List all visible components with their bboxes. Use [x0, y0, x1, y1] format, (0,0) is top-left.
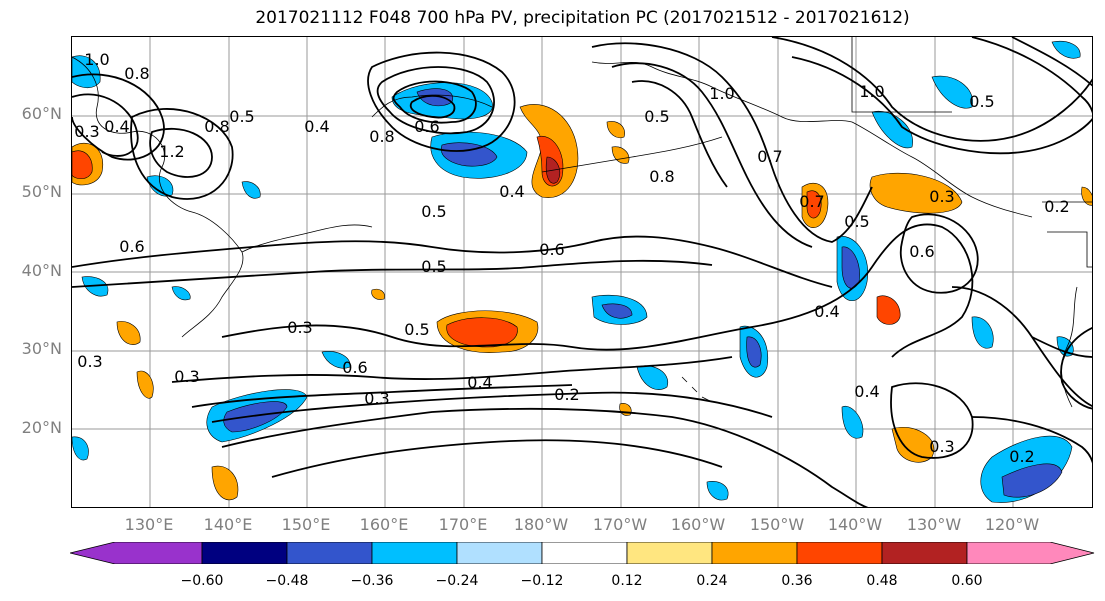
colorbar-swatch: [286, 541, 373, 565]
lon-label: 160°E: [359, 515, 409, 534]
contour-label: 1.0: [859, 82, 884, 101]
lon-label: 170°W: [592, 515, 648, 534]
contour-label: 0.8: [649, 167, 674, 186]
contour-label: 0.6: [342, 358, 367, 377]
lon-label: 170°E: [438, 515, 488, 534]
lon-label: 180°W: [513, 515, 569, 534]
lon-label: 120°W: [984, 515, 1040, 534]
lon-label: 150°W: [749, 515, 805, 534]
contour-label: 0.3: [929, 437, 954, 456]
lon-label: 160°W: [670, 515, 726, 534]
contour-label: 0.3: [364, 389, 389, 408]
lon-label: 130°W: [906, 515, 962, 534]
contour-label: 0.5: [644, 107, 669, 126]
contour-label: 0.7: [757, 147, 782, 166]
contour-label: 0.3: [929, 187, 954, 206]
contour-label: 0.5: [844, 212, 869, 231]
contour-label: 0.4: [814, 302, 839, 321]
lat-label: 50°N: [21, 182, 62, 201]
contour-label: 0.7: [799, 192, 824, 211]
contour-label: 0.6: [119, 237, 144, 256]
contour-label: 0.8: [124, 64, 149, 83]
lat-label: 60°N: [21, 104, 62, 123]
contour-label: 0.8: [369, 127, 394, 146]
coastlines: [72, 37, 1092, 408]
contour-label: 0.5: [421, 257, 446, 276]
contour-label: 0.6: [909, 242, 934, 261]
colorbar-tick-label: 0.36: [781, 573, 813, 589]
contour-label: 0.4: [499, 182, 524, 201]
colorbar-tick-label: −0.60: [180, 573, 224, 589]
contour-label: 0.4: [854, 382, 879, 401]
contour-label: 1.0: [709, 84, 734, 103]
contour-label: 0.3: [77, 352, 102, 371]
contour-label: 0.2: [1044, 197, 1069, 216]
map-canvas: 1.0 0.8 0.3 0.4 1.2 0.8 0.5 0.4 0.8 0.6 …: [72, 37, 1092, 507]
contour-label: 0.6: [414, 117, 439, 136]
colorbar: [69, 541, 1096, 568]
contour-label: 0.5: [421, 202, 446, 221]
contour-label: 0.2: [554, 385, 579, 404]
lon-label: 150°E: [281, 515, 331, 534]
lat-label: 20°N: [21, 418, 62, 437]
colorbar-swatch: [796, 541, 883, 565]
lat-label: 40°N: [21, 261, 62, 280]
contour-label: 0.3: [74, 122, 99, 141]
map-title: 2017021112 F048 700 hPa PV, precipitatio…: [255, 8, 910, 28]
colorbar-swatch: [966, 541, 1095, 565]
colorbar-tick-label: 0.24: [696, 573, 728, 589]
contour-label: 0.2: [1009, 447, 1034, 466]
contour-label: 0.8: [204, 117, 229, 136]
contour-label: 0.4: [104, 117, 129, 136]
colorbar-swatch: [456, 541, 543, 565]
colorbar-swatch: [69, 541, 203, 565]
colorbar-tick-label: 0.60: [951, 573, 983, 589]
contour-label: 0.3: [287, 318, 312, 337]
contour-label: 0.5: [229, 107, 254, 126]
contour-label: 0.4: [304, 117, 329, 136]
colorbar-tick-label: −0.24: [435, 573, 479, 589]
colorbar-svg: [69, 541, 1095, 565]
colorbar-swatch: [201, 541, 288, 565]
contour-label: 0.3: [174, 367, 199, 386]
lon-label: 140°E: [203, 515, 253, 534]
precip-shading: [72, 40, 1092, 503]
lon-label: 140°W: [827, 515, 883, 534]
map-panel: 1.0 0.8 0.3 0.4 1.2 0.8 0.5 0.4 0.8 0.6 …: [71, 36, 1093, 508]
contour-label: 1.2: [159, 142, 184, 161]
colorbar-tick-label: −0.36: [350, 573, 394, 589]
colorbar-tick-label: −0.12: [520, 573, 564, 589]
lat-label: 30°N: [21, 339, 62, 358]
colorbar-swatch: [626, 541, 713, 565]
colorbar-swatch: [371, 541, 458, 565]
colorbar-swatch: [541, 541, 628, 565]
colorbar-swatches: [69, 541, 1095, 565]
colorbar-swatch: [711, 541, 798, 565]
contour-labels: 1.0 0.8 0.3 0.4 1.2 0.8 0.5 0.4 0.8 0.6 …: [74, 50, 1069, 466]
lon-label: 130°E: [124, 515, 174, 534]
contour-label: 0.5: [404, 320, 429, 339]
contour-label: 1.0: [84, 50, 109, 69]
pv-contours: [72, 37, 1092, 507]
contour-label: 0.6: [539, 240, 564, 259]
contour-label: 0.5: [969, 92, 994, 111]
contour-label: 0.4: [467, 373, 492, 392]
colorbar-tick-label: −0.48: [265, 573, 309, 589]
colorbar-tick-label: 0.12: [611, 573, 643, 589]
colorbar-tick-label: 0.48: [866, 573, 898, 589]
colorbar-swatch: [881, 541, 968, 565]
